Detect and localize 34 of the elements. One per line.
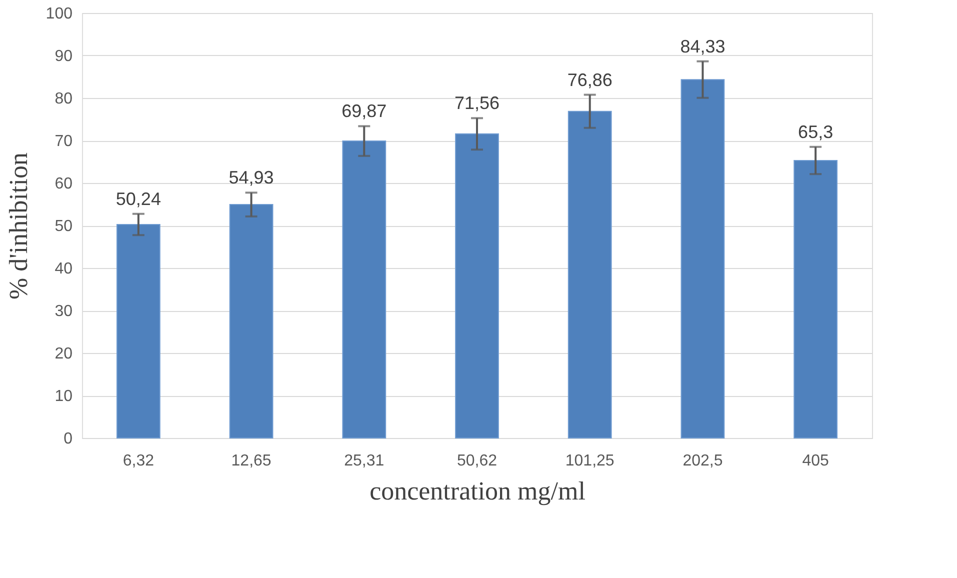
bar <box>342 140 386 438</box>
data-label: 54,93 <box>228 168 274 188</box>
x-tick-label: 202,5 <box>682 452 723 470</box>
y-tick-label: 100 <box>46 6 73 22</box>
x-axis-title: concentration mg/ml <box>370 476 586 506</box>
x-tick-label: 101,25 <box>565 452 614 470</box>
y-tick-label: 60 <box>54 176 73 192</box>
bar <box>229 204 274 438</box>
data-label: 50,24 <box>116 188 161 209</box>
y-tick-label: 70 <box>54 133 73 150</box>
x-tick-label: 6,32 <box>122 452 154 470</box>
x-tick-label: 12,65 <box>231 452 272 470</box>
y-tick-label: 80 <box>54 90 73 108</box>
bar <box>568 110 612 438</box>
bar <box>680 79 725 438</box>
x-tick-label: 405 <box>802 452 830 470</box>
y-tick-label: 20 <box>54 346 73 362</box>
data-label: 65,3 <box>798 122 834 142</box>
y-tick-label: 90 <box>54 48 73 65</box>
y-tick-label: 0 <box>64 430 73 448</box>
y-tick-label: 10 <box>54 388 73 405</box>
y-tick-label: 30 <box>54 303 73 320</box>
x-tick-label: 25,31 <box>344 452 384 470</box>
x-tick-label: 50,62 <box>456 452 498 470</box>
data-label: 71,56 <box>454 93 500 114</box>
bar <box>794 160 838 438</box>
y-tick-label: 50 <box>54 218 73 235</box>
bar <box>455 133 499 438</box>
y-axis-title: % d'inhibition <box>4 152 33 300</box>
data-label: 76,86 <box>567 70 612 90</box>
bar <box>116 224 160 438</box>
y-tick-label: 40 <box>54 260 73 278</box>
data-label: 84,33 <box>680 36 726 56</box>
data-label: 69,87 <box>342 101 387 122</box>
